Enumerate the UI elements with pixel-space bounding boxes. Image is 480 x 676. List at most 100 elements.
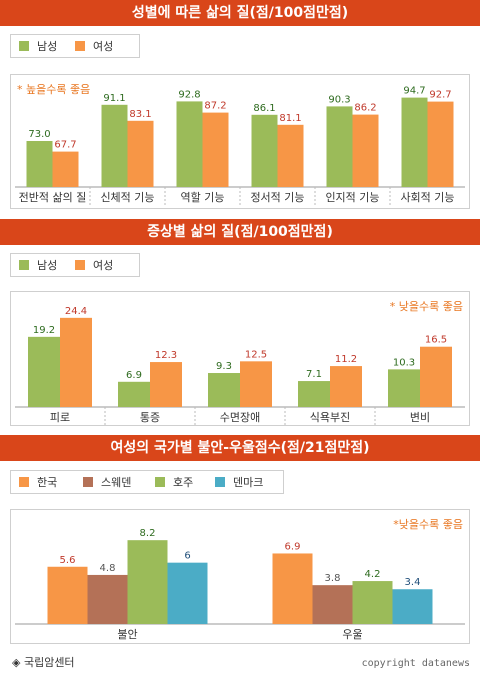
data-label: 6.9: [285, 541, 301, 552]
data-label: 86.1: [253, 103, 275, 114]
chart1-legend: 남성 여성: [10, 34, 140, 58]
x-tick-label: 전반적 삶의 질: [19, 191, 87, 204]
bar-2: [150, 362, 182, 407]
x-tick-label: 불안: [117, 628, 137, 641]
data-label: 19.2: [33, 325, 55, 336]
x-tick-label: 역할 기능: [181, 191, 225, 204]
chart3-title: 여성의 국가별 불안-우울점수(점/21점만점): [0, 435, 480, 461]
data-label: 94.7: [403, 86, 425, 97]
legend-label: 여성: [93, 259, 114, 272]
data-label: 92.8: [178, 89, 200, 100]
x-tick-label: 신체적 기능: [100, 191, 154, 204]
x-tick-label: 변비: [410, 411, 430, 424]
bar-2: [60, 317, 92, 407]
bar-1: [101, 104, 128, 187]
legend-swatch: [83, 477, 93, 487]
data-label: 67.7: [54, 140, 76, 151]
data-label: 91.1: [103, 93, 125, 104]
chart2-note: * 낮을수록 좋음: [389, 300, 463, 313]
chart2-panel: * 낮을수록 좋음 19.2 24.4 피로 6.9 12.3 통증 9.3 12.5 수면장애…: [10, 291, 470, 426]
data-label: 24.4: [65, 306, 87, 317]
chart2-legend: 남성 여성: [10, 253, 140, 277]
bar-2: [127, 120, 154, 187]
chart1-title: 성별에 따른 삶의 질(점/100점만점): [0, 0, 480, 26]
x-tick-label: 정서적 기능: [250, 191, 304, 204]
bar-2: [277, 124, 304, 187]
chart1-plot: 73.0 67.7 전반적 삶의 질 91.1 83.1 신체적 기능 92.8 87.2 역할…: [15, 86, 465, 207]
legend-swatch: [155, 477, 165, 487]
chart1-note: * 높을수록 좋음: [17, 83, 91, 96]
data-label: 3.8: [325, 573, 341, 584]
legend-label: 남성: [37, 259, 58, 272]
bar-2: [330, 366, 362, 407]
bar-1: [47, 566, 88, 624]
chart2-title: 증상별 삶의 질(점/100점만점): [0, 219, 480, 245]
bar-1: [118, 381, 150, 407]
legend-item-sweden: 스웨덴: [83, 477, 131, 489]
x-tick-label: 식욕부진: [310, 411, 350, 424]
data-label: 9.3: [216, 361, 232, 372]
data-label: 81.1: [279, 113, 301, 124]
bar-1: [208, 373, 240, 407]
legend-item-australia: 호주: [155, 477, 193, 489]
data-label: 16.5: [425, 335, 447, 346]
legend-label: 호주: [173, 476, 194, 489]
legend-swatch: [19, 260, 29, 270]
legend-item-korea: 한국: [19, 477, 57, 489]
legend-item-denmark: 덴마크: [215, 477, 263, 489]
legend-swatch: [19, 41, 29, 51]
bar-4: [392, 589, 433, 624]
legend-swatch: [75, 41, 85, 51]
legend-label: 스웨덴: [101, 476, 132, 489]
bar-2: [52, 151, 79, 187]
bar-2: [240, 361, 272, 407]
legend-label: 한국: [37, 476, 58, 489]
bar-3: [352, 581, 393, 624]
x-tick-label: 사회적 기능: [400, 191, 454, 204]
chart2-plot: 19.2 24.4 피로 6.9 12.3 통증 9.3 12.5 수면장애 7.1 11.2 식욕부…: [15, 306, 465, 425]
data-label: 4.8: [100, 563, 116, 574]
legend-item-female: 여성: [75, 260, 113, 272]
data-label: 12.5: [245, 349, 267, 360]
chart3-legend: 한국 스웨덴 호주 덴마크: [10, 470, 284, 494]
bar-2: [312, 585, 353, 624]
legend-swatch: [19, 477, 29, 487]
chart3-note: *낮을수록 좋음: [393, 518, 463, 531]
data-label: 7.1: [306, 369, 322, 380]
legend-label: 덴마크: [233, 476, 264, 489]
source-label: ◈ 국립암센터: [12, 656, 75, 669]
data-label: 11.2: [335, 354, 357, 365]
bar-1: [401, 97, 428, 187]
data-label: 87.2: [204, 101, 226, 112]
legend-item-female: 여성: [75, 41, 113, 53]
chart3-panel: *낮을수록 좋음 5.6 4.8 8.2 6 불안 6.9 3.8 4.2 3.4 우울: [10, 509, 470, 644]
bar-2: [420, 346, 452, 407]
data-label: 86.2: [354, 103, 376, 114]
bar-1: [28, 336, 60, 407]
data-label: 4.2: [365, 569, 381, 580]
data-label: 92.7: [429, 90, 451, 101]
x-tick-label: 수면장애: [220, 411, 260, 424]
bar-2: [202, 112, 229, 187]
chart3-plot: 5.6 4.8 8.2 6 불안 6.9 3.8 4.2 3.4 우울: [15, 528, 465, 641]
bar-1: [26, 141, 53, 187]
legend-swatch: [215, 477, 225, 487]
legend-swatch: [75, 260, 85, 270]
legend-label: 남성: [37, 40, 58, 53]
data-label: 73.0: [28, 129, 50, 140]
chart1-panel: * 높을수록 좋음 73.0 67.7 전반적 삶의 질 91.1 83.1 신체적 기능…: [10, 74, 470, 209]
data-label: 6.9: [126, 370, 142, 381]
data-label: 10.3: [393, 357, 415, 368]
x-tick-label: 우울: [342, 628, 362, 641]
bar-1: [251, 114, 278, 187]
data-label: 12.3: [155, 350, 177, 361]
x-tick-label: 피로: [50, 411, 70, 424]
bar-1: [272, 553, 313, 624]
data-label: 6: [184, 551, 190, 562]
copyright-label: copyright datanews: [361, 658, 470, 669]
legend-item-male: 남성: [19, 260, 57, 272]
bar-2: [87, 574, 128, 624]
data-label: 3.4: [405, 577, 421, 588]
x-tick-label: 통증: [140, 411, 160, 424]
bar-1: [176, 101, 203, 187]
